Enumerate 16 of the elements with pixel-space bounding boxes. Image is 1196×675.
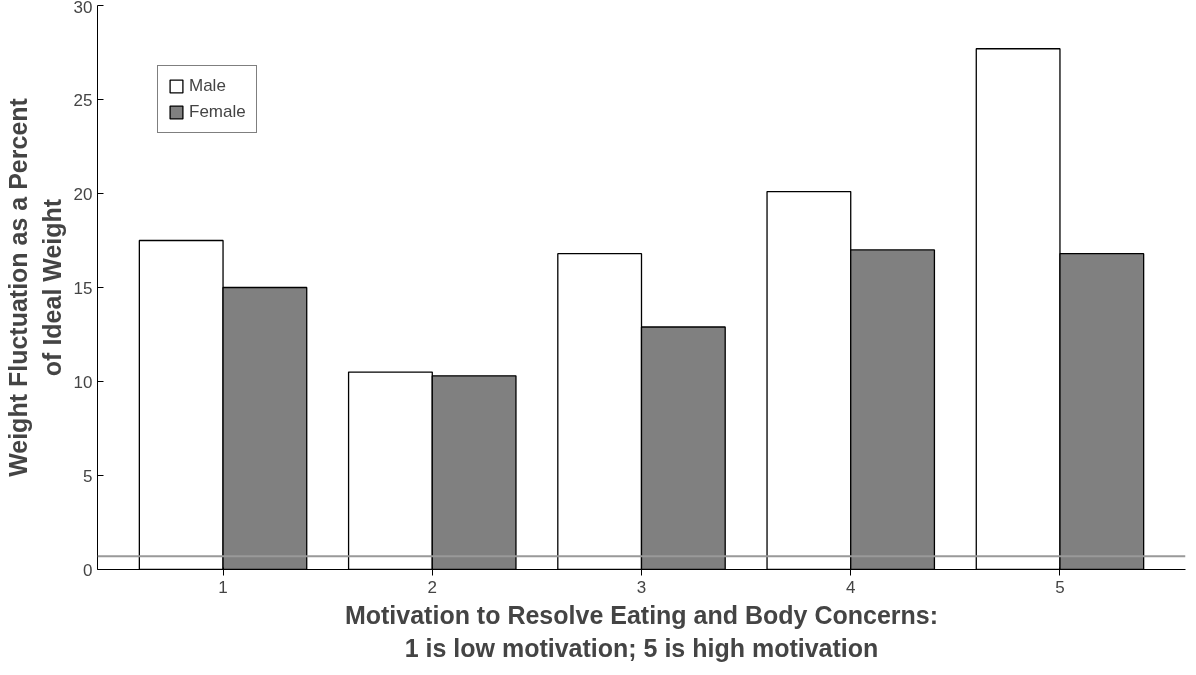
x-tick-label: 3: [636, 577, 647, 597]
x-tick-label: 4: [846, 577, 856, 597]
y-tick-label: 10: [73, 372, 93, 392]
y-axis-title: Weight Fluctuation as a Percent of Ideal Weight: [3, 97, 66, 477]
legend-label: Female: [189, 102, 246, 122]
x-tick-label: 5: [1055, 577, 1065, 597]
x-tick-label: 2: [427, 577, 438, 597]
x-tick-label: 1: [218, 577, 228, 597]
y-tick-label: 25: [73, 90, 93, 110]
legend-label: Male: [189, 76, 226, 96]
y-tick-label: 20: [73, 184, 93, 204]
x-axis-title: Motivation to Resolve Eating and Body Concerns: 1 is low motivation; 5 is high motivation: [344, 600, 939, 663]
y-tick-label: 0: [83, 560, 93, 580]
y-tick-label: 30: [73, 0, 93, 17]
y-tick-label: 5: [83, 466, 93, 486]
y-tick-label: 15: [73, 278, 93, 298]
